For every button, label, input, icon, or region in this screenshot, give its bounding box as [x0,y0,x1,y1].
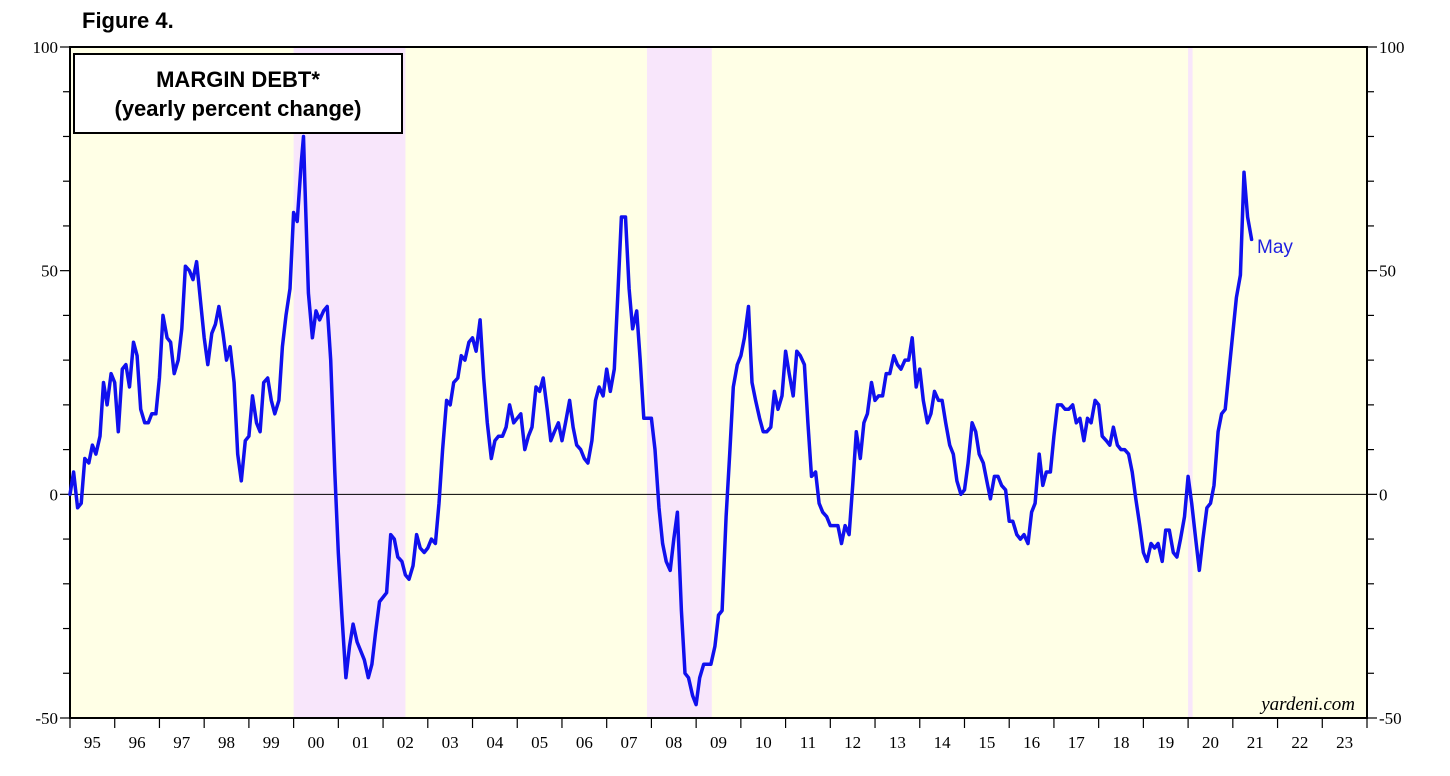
x-tick-label: 08 [665,733,682,752]
x-tick-label: 17 [1068,733,1086,752]
x-tick-label: 09 [710,733,727,752]
series-line-1 [68,134,1254,707]
series-end-label: May [1257,237,1293,258]
x-tick-label: 04 [486,733,504,752]
x-tick-label: 19 [1157,733,1174,752]
x-tick-label: 18 [1113,733,1130,752]
x-tick-label: 01 [352,733,369,752]
plot-frame [69,46,1368,719]
recession-band-2 [646,47,712,718]
x-tick-label: 97 [173,733,191,752]
y-tick-label-left: -50 [35,709,58,728]
x-tick-label: 95 [84,733,101,752]
figure-label: Figure 4. [82,8,174,33]
y-tick-label-right: 100 [1379,38,1405,57]
chart-title-line-2: (yearly percent change) [115,96,362,121]
recession-band-3 [1188,47,1193,718]
x-tick-label: 13 [889,733,906,752]
recession-bands [293,47,1193,718]
x-tick-label: 98 [218,733,235,752]
x-tick-label: 05 [531,733,548,752]
y-tick-label-left: 100 [33,38,59,57]
x-tick-label: 21 [1247,733,1264,752]
plot-area-fill [70,47,1367,718]
chart-title-box: MARGIN DEBT* (yearly percent change) [73,53,403,134]
x-tick-label: 10 [755,733,772,752]
y-tick-label-right: -50 [1379,709,1402,728]
x-tick-label: 15 [978,733,995,752]
x-tick-label: 14 [934,733,952,752]
x-tick-label: 23 [1336,733,1353,752]
x-tick-label: 00 [307,733,324,752]
x-tick-label: 12 [844,733,861,752]
x-tick-label: 22 [1291,733,1308,752]
x-tick-label: 20 [1202,733,1219,752]
source-credit: yardeni.com [1259,694,1355,715]
plot-background [70,47,1367,718]
chart-title-line-1: MARGIN DEBT* [156,67,320,92]
recession-band-1 [293,47,406,718]
x-tick-label: 02 [397,733,414,752]
y-tick-label-left: 0 [50,485,59,504]
title-box-frame [73,53,403,134]
y-tick-label-left: 50 [41,262,58,281]
x-tick-label: 03 [442,733,459,752]
x-tick-label: 07 [621,733,639,752]
x-tick-label: 96 [129,733,146,752]
x-tick-label: 06 [576,733,593,752]
y-tick-label-right: 50 [1379,262,1396,281]
x-tick-label: 99 [263,733,280,752]
series-layer [68,134,1254,707]
y-tick-label-right: 0 [1379,485,1388,504]
x-tick-label: 11 [800,733,816,752]
x-tick-label: 16 [1023,733,1040,752]
